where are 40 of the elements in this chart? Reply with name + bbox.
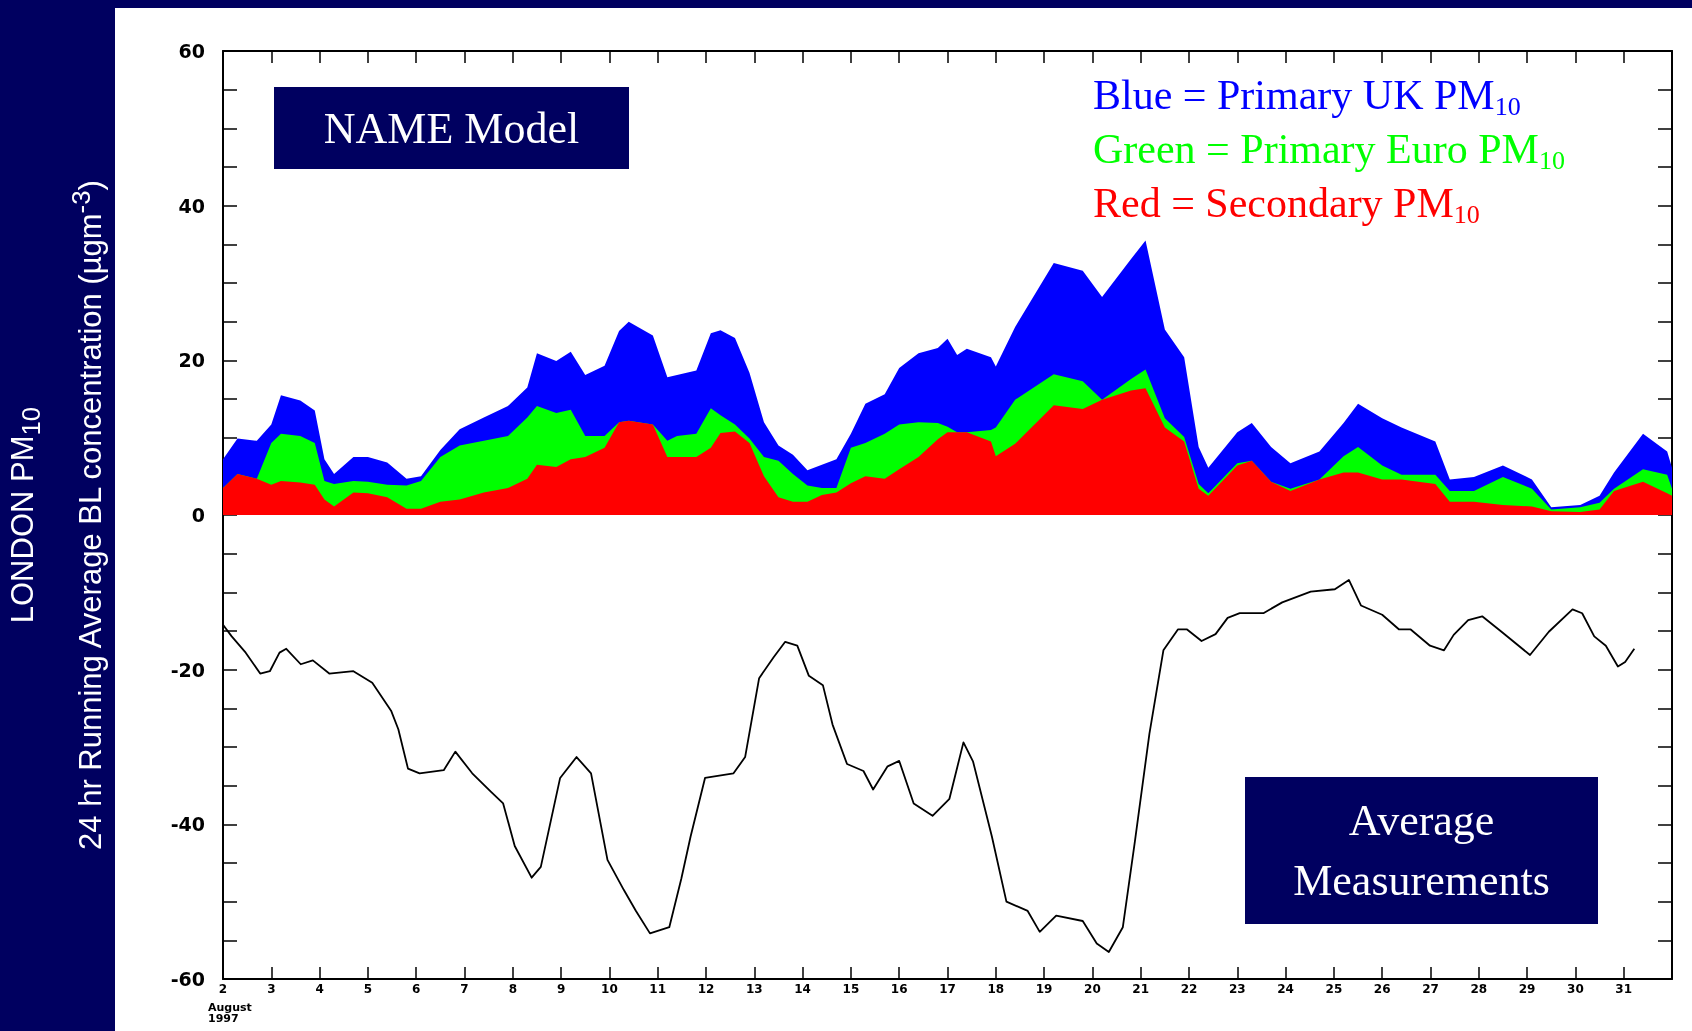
- x-tick-label: 5: [363, 982, 373, 996]
- annotation: NAME Model: [323, 103, 580, 153]
- x-tick-label: 16: [890, 982, 908, 996]
- x-tick-label: 21: [1132, 982, 1150, 996]
- y-tick-label: 60: [178, 40, 205, 62]
- x-tick-label: 28: [1470, 982, 1488, 996]
- x-tick-label: 25: [1325, 982, 1343, 996]
- y-tick-label: 0: [191, 504, 205, 526]
- x-tick-label: 15: [842, 982, 860, 996]
- y-tick-label: 20: [178, 349, 205, 372]
- x-tick-label: 14: [794, 982, 811, 996]
- x-tick-label: 26: [1373, 982, 1391, 996]
- x-tick-label: 8: [508, 982, 517, 996]
- x-tick-label: 20: [1084, 982, 1101, 996]
- x-tick-label: 24: [1277, 982, 1294, 996]
- x-tick-label: 17: [939, 982, 956, 996]
- y-tick-label: -40: [170, 813, 205, 836]
- x-tick-label: 31: [1615, 982, 1633, 996]
- x-tick-label: 6: [412, 982, 421, 996]
- x-tick-label: 13: [745, 982, 763, 996]
- x-tick-label: 18: [987, 982, 1005, 996]
- x-tick-label: 30: [1567, 982, 1584, 996]
- x-tick-label: 29: [1518, 982, 1536, 996]
- x-tick-label: 9: [556, 982, 566, 996]
- annotation: Average Measurements: [1293, 796, 1550, 905]
- y-tick-label: -60: [170, 968, 205, 990]
- x-tick-label: 7: [460, 982, 469, 996]
- x-tick-label: 11: [649, 982, 667, 996]
- x-tick-label: 4: [315, 982, 324, 996]
- y-tick-label: 40: [178, 194, 205, 217]
- x-tick-label: 2: [218, 982, 228, 996]
- x-tick-label: 22: [1180, 982, 1198, 996]
- x-tick-label: 27: [1422, 982, 1439, 996]
- x-tick-label: 3: [267, 982, 276, 996]
- x-tick-label: 12: [697, 982, 715, 996]
- x-tick-label: 19: [1035, 982, 1053, 996]
- y-tick-label: -20: [170, 658, 205, 681]
- text: August 1997: [208, 1001, 252, 1025]
- x-tick-label: 10: [601, 982, 618, 996]
- x-tick-label: 23: [1228, 982, 1246, 996]
